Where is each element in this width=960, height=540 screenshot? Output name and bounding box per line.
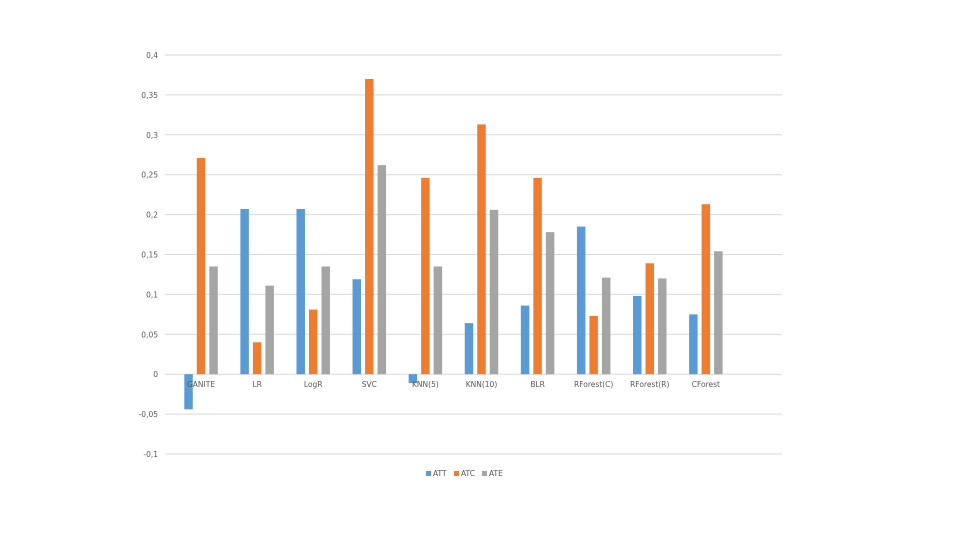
category-label: RForest(C): [574, 380, 613, 389]
bar-att: [184, 374, 193, 410]
gridlines: [165, 54, 782, 455]
category-label: KNN(5): [412, 380, 439, 389]
legend-swatch-att: [426, 471, 431, 476]
legend-swatch-ate: [482, 471, 487, 476]
bar-att: [296, 209, 305, 375]
category-label: SVC: [362, 380, 377, 389]
bar-att: [464, 323, 474, 375]
y-tick-label: 0,35: [141, 91, 158, 100]
bar-ate: [601, 277, 611, 375]
bar-att: [520, 305, 530, 375]
bar-ate: [714, 251, 723, 375]
bar-att: [352, 279, 362, 375]
legend-label: ATC: [461, 469, 475, 478]
bar-atc: [421, 177, 430, 375]
bar-ate: [209, 266, 218, 375]
category-label: KNN(10): [466, 380, 498, 389]
y-axis-ticks: -0,1 -0,05 0 0,05 0,1 0,15 0,2 0,25 0,3 0,35 0,4: [139, 51, 159, 459]
bar-atc: [645, 263, 655, 375]
category-label: LR: [252, 380, 261, 389]
y-tick-label: 0,3: [146, 131, 158, 140]
category-label: GANITE: [187, 380, 215, 389]
category-label: RForest(R): [630, 380, 669, 389]
bar-ate: [658, 278, 667, 375]
bar-att: [408, 374, 418, 383]
bar-ate: [433, 266, 443, 375]
y-tick-label: 0,25: [141, 171, 158, 180]
y-tick-label: -0,1: [143, 450, 158, 459]
category-label: LogR: [304, 380, 323, 389]
bars: [184, 78, 723, 410]
y-tick-label: 0,05: [141, 330, 158, 339]
bar-atc: [196, 157, 206, 375]
bar-ate: [377, 165, 387, 375]
legend-swatch-atc: [454, 471, 459, 476]
bar-att: [633, 295, 642, 375]
bar-ate: [265, 285, 274, 375]
bar-atc: [701, 204, 711, 375]
y-tick-label: 0,1: [146, 290, 158, 299]
bar-atc: [533, 177, 542, 375]
bar-att: [240, 209, 249, 375]
bar-ate: [489, 209, 499, 375]
bar-atc: [365, 78, 374, 375]
bar-att: [576, 226, 586, 375]
y-tick-label: 0,15: [141, 251, 158, 260]
bar-ate: [321, 266, 330, 375]
legend: ATT ATC ATE: [426, 469, 503, 478]
category-label: BLR: [530, 380, 545, 389]
bar-ate: [545, 232, 555, 375]
bar-atc: [589, 315, 598, 375]
legend-label: ATT: [433, 469, 447, 478]
bar-att: [689, 314, 698, 375]
category-labels: GANITE LR LogR SVC KNN(5) KNN(10) BLR RForest(C…: [187, 380, 720, 389]
bar-atc: [252, 342, 262, 375]
y-tick-label: -0,05: [139, 410, 159, 419]
legend-label: ATE: [489, 469, 503, 478]
y-tick-label: 0: [153, 370, 158, 379]
bar-atc: [308, 309, 318, 375]
y-tick-label: 0,4: [146, 51, 158, 60]
y-tick-label: 0,2: [146, 211, 158, 220]
bar-atc: [477, 124, 486, 375]
category-label: CForest: [692, 380, 720, 389]
